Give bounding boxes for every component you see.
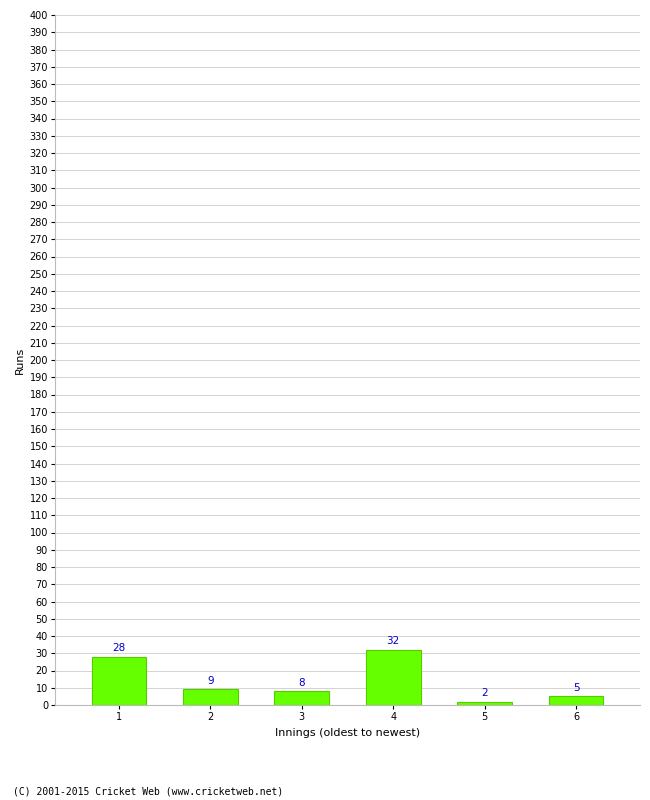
Bar — [549, 696, 603, 705]
Y-axis label: Runs: Runs — [15, 346, 25, 374]
Bar — [274, 691, 329, 705]
Text: 8: 8 — [298, 678, 305, 688]
Text: 28: 28 — [112, 643, 125, 654]
Text: 2: 2 — [481, 688, 488, 698]
Text: 5: 5 — [573, 683, 579, 693]
Bar — [457, 702, 512, 705]
Bar — [366, 650, 421, 705]
X-axis label: Innings (oldest to newest): Innings (oldest to newest) — [275, 727, 420, 738]
Bar — [92, 657, 146, 705]
Text: 32: 32 — [387, 636, 400, 646]
Bar — [183, 690, 238, 705]
Text: (C) 2001-2015 Cricket Web (www.cricketweb.net): (C) 2001-2015 Cricket Web (www.cricketwe… — [13, 786, 283, 796]
Text: 9: 9 — [207, 676, 214, 686]
